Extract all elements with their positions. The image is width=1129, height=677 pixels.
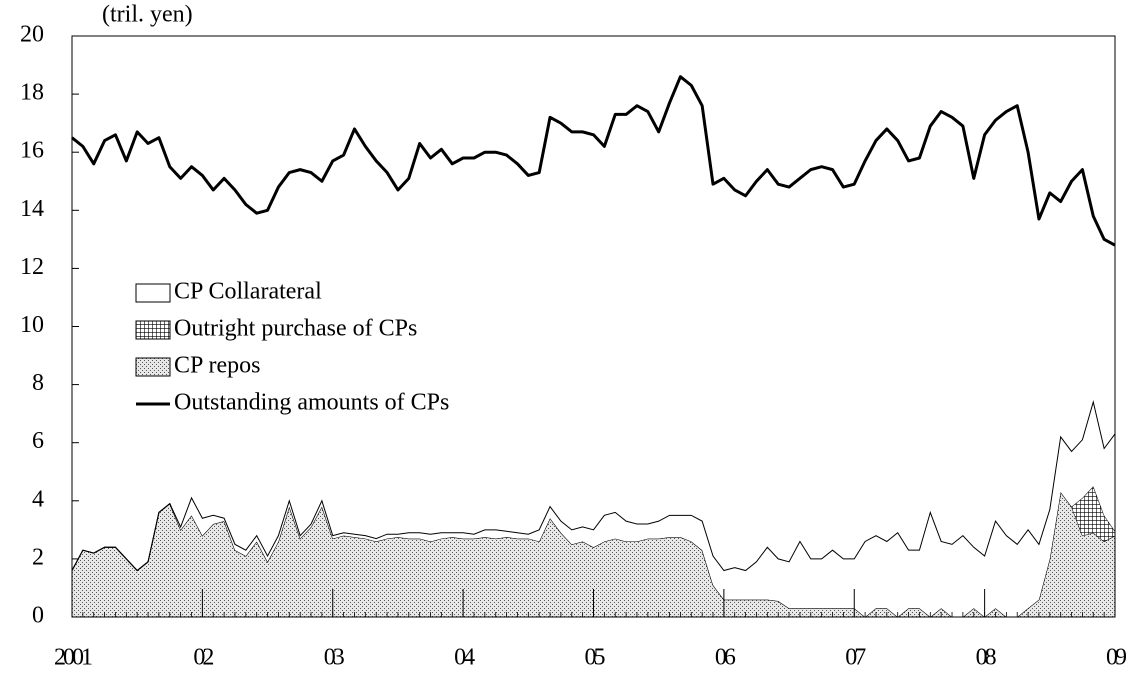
x-tick-label: 02 [193,645,213,671]
x-tick-label: 03 [324,645,345,671]
x-tick-label: 08 [976,645,997,671]
y-tick-label: 10 [20,312,44,338]
y-tick-label: 2 [32,544,44,570]
x-tick-label: 09 [1106,645,1127,671]
y-tick-label: 4 [32,486,44,512]
x-tick-label: 07 [845,645,866,671]
legend-swatch [135,357,171,377]
y-tick-label: 0 [32,603,44,629]
y-tick-label: 14 [20,196,44,222]
area-edge [71,400,1116,572]
y-tick-label: 12 [20,254,44,280]
area [72,402,1115,617]
y-tick-label: 16 [20,138,44,164]
y-tick-label: 8 [32,370,44,396]
x-tick-label: 05 [585,645,606,671]
y-tick-label: 6 [32,428,44,454]
x-tick-label: 06 [715,645,736,671]
y-tick-label: 20 [20,22,44,48]
legend-swatch [135,283,171,303]
legend-swatch [135,320,171,340]
y-axis-unit: (tril. yen) [102,2,193,28]
legend-label: Outright purchase of CPs [174,316,417,342]
area [72,492,1115,617]
legend-label: CP Collarateral [174,279,322,305]
x-tick-label: 2001 [54,645,92,671]
line [71,75,1116,247]
legend-label: Outstanding amounts of CPs [174,390,449,416]
legend-label: CP repos [174,353,260,379]
y-tick-label: 18 [20,80,44,106]
x-tick-label: 04 [454,645,475,671]
